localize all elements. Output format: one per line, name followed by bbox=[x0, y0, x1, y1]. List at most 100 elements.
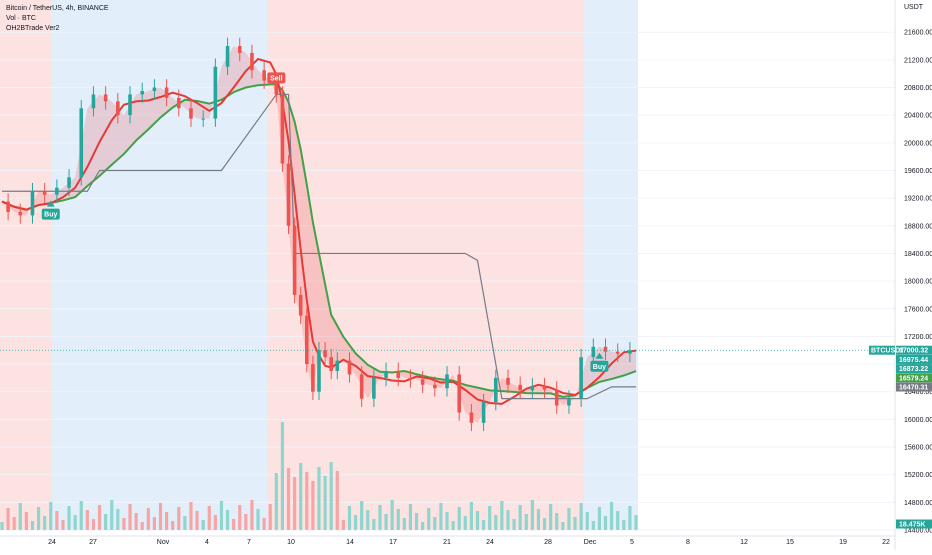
volume-bar bbox=[250, 500, 254, 530]
x-tick-label: 27 bbox=[89, 539, 97, 546]
candle-body bbox=[42, 191, 47, 195]
volume-bar bbox=[353, 515, 358, 530]
zone-bearish bbox=[267, 0, 584, 530]
candle-body bbox=[347, 360, 352, 375]
price-tag bbox=[896, 373, 932, 383]
volume-bar bbox=[146, 508, 150, 530]
volume-bar bbox=[195, 511, 199, 530]
y-tick-label: 17600.00 bbox=[904, 306, 932, 313]
symbol-title[interactable]: Bitcoin / TetherUS, 4h, BINANCE bbox=[6, 5, 109, 12]
volume-bar bbox=[183, 516, 187, 530]
volume-bar bbox=[347, 506, 352, 530]
price-tag-value: 18.475K bbox=[899, 522, 925, 529]
candle-body bbox=[280, 94, 285, 164]
volume-bar bbox=[134, 513, 138, 530]
x-tick-label: 14 bbox=[346, 539, 354, 546]
volume-bar bbox=[49, 502, 53, 530]
volume-bar bbox=[360, 501, 364, 530]
candle-body bbox=[530, 386, 535, 391]
custom-indicator-label[interactable]: OH2BTrade Ver2 bbox=[6, 25, 60, 32]
y-tick-label: 18400.00 bbox=[904, 251, 932, 258]
y-tick-label: 14800.00 bbox=[904, 500, 932, 507]
candle-body bbox=[140, 90, 145, 95]
x-tick-label: 19 bbox=[839, 539, 847, 546]
x-tick-label: 15 bbox=[786, 539, 794, 546]
volume-bar bbox=[366, 510, 370, 530]
chart-legend: Bitcoin / TetherUS, 4h, BINANCE Vol · BT… bbox=[6, 4, 109, 34]
volume-bar bbox=[67, 506, 71, 530]
candle-body bbox=[6, 201, 10, 212]
candle-body bbox=[481, 402, 486, 423]
volume-bar bbox=[104, 514, 108, 530]
price-tag bbox=[896, 382, 932, 392]
volume-bar bbox=[500, 501, 504, 530]
candle-body bbox=[103, 94, 108, 102]
volume-bar bbox=[518, 505, 522, 530]
volume-bar bbox=[536, 509, 541, 530]
volume-bar bbox=[524, 514, 528, 530]
y-tick-label: 19200.00 bbox=[904, 196, 932, 203]
candle-body bbox=[445, 374, 449, 389]
x-tick-label: 24 bbox=[486, 539, 494, 546]
candle-body bbox=[554, 389, 559, 406]
candle-body bbox=[201, 118, 205, 120]
x-tick-label: 22 bbox=[882, 539, 890, 546]
candle-body bbox=[506, 377, 510, 385]
volume-bar bbox=[12, 517, 16, 530]
volume-bar bbox=[591, 521, 595, 530]
volume-bar bbox=[274, 473, 278, 530]
candle-body bbox=[469, 412, 474, 423]
candle-body bbox=[311, 364, 315, 392]
price-tag-value: 17000.32 bbox=[899, 348, 928, 355]
y-tick-label: 19600.00 bbox=[904, 168, 932, 175]
candle-body bbox=[164, 87, 169, 98]
candle-body bbox=[384, 370, 388, 378]
volume-bar bbox=[616, 511, 620, 530]
x-tick-label: 10 bbox=[287, 539, 295, 546]
volume-bar bbox=[91, 519, 96, 530]
x-tick-label: Nov bbox=[157, 539, 170, 546]
volume-bar bbox=[329, 462, 333, 530]
y-tick-label: 20000.00 bbox=[904, 140, 932, 147]
candle-body bbox=[152, 87, 157, 91]
volume-bar bbox=[201, 520, 205, 530]
y-axis-unit: USDT bbox=[904, 4, 924, 11]
volume-bar bbox=[549, 504, 553, 530]
volume-bar bbox=[122, 518, 126, 530]
volume-bar bbox=[110, 500, 114, 530]
volume-bar bbox=[55, 511, 59, 530]
candle-body bbox=[457, 374, 462, 413]
volume-bar bbox=[232, 519, 236, 530]
y-tick-label: 15200.00 bbox=[904, 472, 932, 479]
volume-bar bbox=[85, 510, 89, 530]
volume-bar bbox=[152, 517, 157, 530]
price-tag bbox=[896, 364, 932, 374]
x-tick-label: 28 bbox=[544, 539, 552, 546]
candle-body bbox=[615, 351, 620, 354]
volume-bar bbox=[463, 516, 467, 530]
volume-bar bbox=[219, 501, 224, 530]
candle-body bbox=[567, 398, 571, 406]
volume-bar bbox=[262, 518, 266, 530]
candle-body bbox=[91, 94, 96, 109]
candle-body bbox=[262, 70, 266, 81]
x-tick-label: 7 bbox=[247, 539, 251, 546]
volume-bar bbox=[177, 507, 181, 530]
candle-body bbox=[591, 346, 596, 358]
buy-label: Buy bbox=[593, 364, 606, 371]
symbol-tag-label: BTCUSDT bbox=[871, 348, 905, 355]
volume-bar bbox=[561, 522, 565, 530]
candle-body bbox=[250, 52, 254, 71]
volume-indicator-label[interactable]: Vol · BTC bbox=[6, 15, 36, 22]
volume-bar bbox=[73, 515, 77, 530]
candle-body bbox=[116, 101, 120, 116]
volume-bar bbox=[18, 503, 22, 530]
candle-body bbox=[55, 187, 59, 195]
candle-body bbox=[359, 374, 364, 399]
volume-bar bbox=[372, 519, 376, 530]
volume-bar bbox=[158, 503, 163, 530]
x-tick-label: Dec bbox=[584, 539, 597, 546]
y-tick-label: 21600.00 bbox=[904, 30, 932, 37]
